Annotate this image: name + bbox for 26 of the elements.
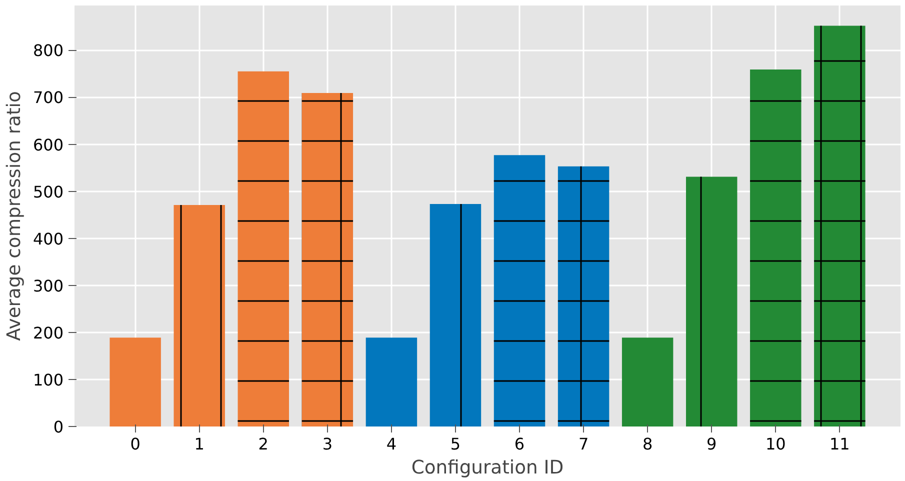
y-tick-label: 400 [32, 229, 64, 248]
x-tick-label: 4 [386, 434, 397, 454]
bar [110, 338, 161, 426]
y-tick-label: 600 [32, 135, 64, 154]
x-tick-label: 3 [322, 434, 333, 454]
x-tick-label: 6 [514, 434, 525, 454]
bar [366, 338, 418, 426]
y-tick-label: 0 [53, 418, 64, 436]
x-axis-title: Configuration ID [411, 458, 564, 478]
y-tick-label: 300 [32, 276, 64, 296]
bar [622, 338, 674, 426]
x-tick-label: 5 [450, 434, 461, 454]
y-axis-title: Average compression ratio [4, 91, 25, 341]
x-tick-label: 1 [194, 434, 204, 454]
y-tick-label: 100 [32, 370, 64, 390]
y-tick-label: 800 [32, 41, 64, 60]
y-tick-label: 700 [32, 88, 64, 108]
x-tick-label: 7 [578, 434, 589, 454]
x-tick-label: 2 [258, 434, 268, 454]
x-tick-label: 8 [642, 434, 653, 454]
x-tick-label: 11 [829, 434, 850, 454]
y-tick-label: 500 [32, 182, 64, 202]
x-tick-label: 9 [706, 434, 717, 454]
x-tick-label: 10 [765, 434, 786, 454]
x-tick-label: 0 [130, 434, 140, 454]
y-tick-label: 200 [32, 323, 64, 342]
